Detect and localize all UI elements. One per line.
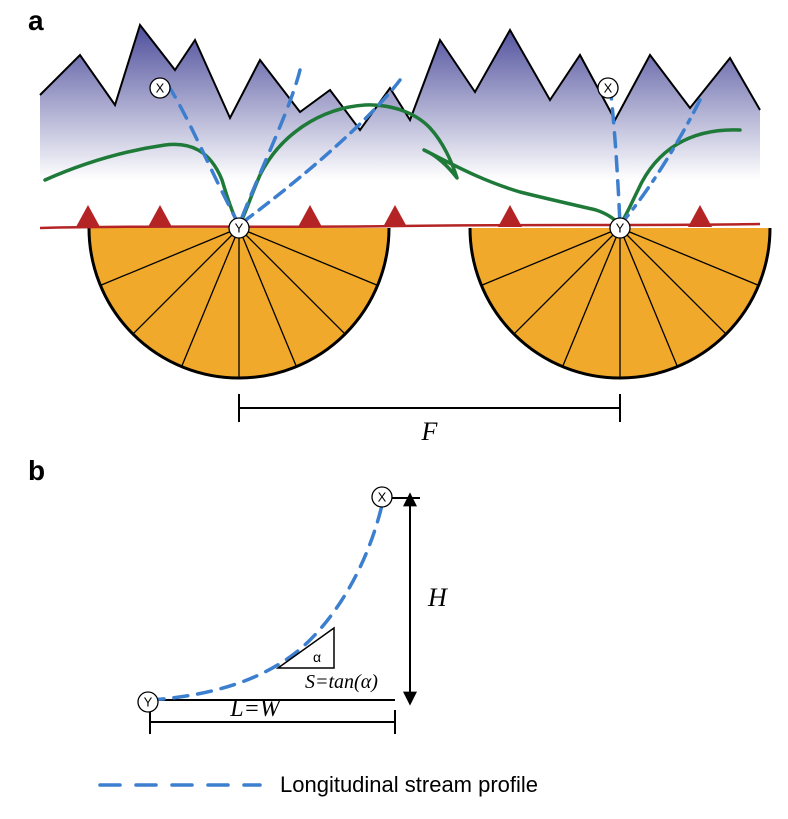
- figure-svg: a XX YY F b H L=W αS=tan(: [0, 0, 788, 819]
- panel-b: H L=W α S=tan(α) X Y: [138, 487, 448, 734]
- lw-label: L=W: [229, 696, 282, 722]
- s-label: S=tan(α): [305, 671, 378, 693]
- y-marker-b-label: Y: [144, 695, 153, 710]
- alpha-label: α: [313, 649, 321, 665]
- front-triangle-icon: [298, 205, 322, 227]
- panel-a: X X Y Y F: [40, 25, 770, 446]
- x-marker-b-label: X: [378, 490, 387, 505]
- y-marker-label: Y: [235, 221, 244, 236]
- front-triangle-icon: [688, 205, 712, 227]
- panel-b-label: b: [28, 455, 45, 486]
- front-triangle-icon: [148, 205, 172, 227]
- l-dimension: L=W: [150, 696, 395, 734]
- front-triangle-icon: [76, 205, 100, 227]
- f-label: F: [421, 417, 439, 446]
- f-dimension: F: [239, 394, 620, 446]
- mountain-range: [40, 25, 760, 180]
- h-dimension: H: [410, 498, 448, 700]
- x-marker-label: X: [156, 81, 165, 96]
- y-marker-label: Y: [616, 221, 625, 236]
- legend: Longitudinal stream profile: [100, 772, 538, 797]
- x-marker-label: X: [604, 81, 613, 96]
- panel-a-label: a: [28, 5, 44, 36]
- alluvial-fans: [89, 228, 770, 378]
- h-label: H: [427, 583, 448, 612]
- front-triangle-icon: [498, 205, 522, 227]
- front-triangle-icon: [383, 205, 407, 227]
- angle-wedge: α S=tan(α): [278, 628, 378, 693]
- legend-text: Longitudinal stream profile: [280, 772, 538, 797]
